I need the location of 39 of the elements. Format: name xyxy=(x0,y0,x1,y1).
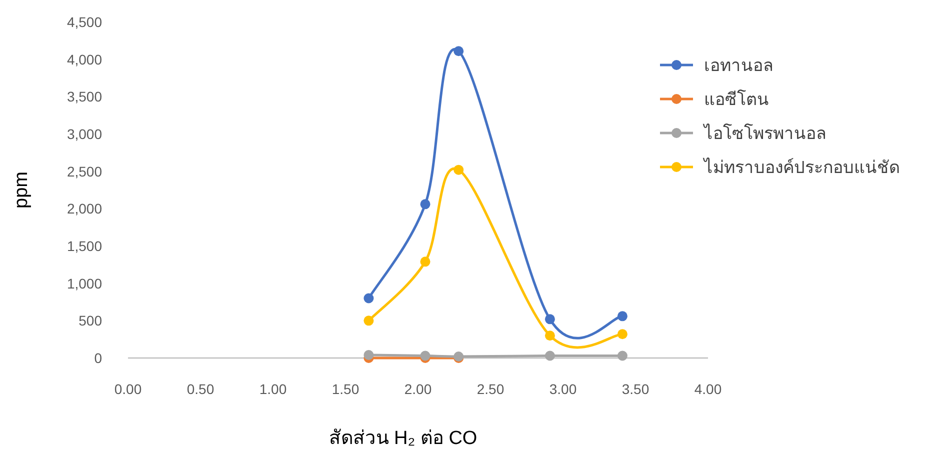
x-tick-label: 2.50 xyxy=(476,381,504,397)
y-tick-label: 2,000 xyxy=(66,200,102,217)
point xyxy=(544,314,555,324)
point xyxy=(617,350,628,361)
point xyxy=(420,256,430,267)
legend-label: เอทานอล xyxy=(704,56,773,75)
y-tick-label: 4,500 xyxy=(66,14,102,30)
x-tick-label: 0.00 xyxy=(114,381,142,397)
y-tick-label: 500 xyxy=(78,312,102,329)
x-tick-label: 3.50 xyxy=(622,381,650,397)
y-tick-label: 3,000 xyxy=(66,126,102,142)
point xyxy=(364,316,374,326)
legend-label: แอซีโตน xyxy=(704,89,769,109)
x-tick-label: 2.00 xyxy=(404,381,432,397)
x-tick-label: 1.50 xyxy=(332,381,360,397)
point xyxy=(544,330,555,341)
x-tick-label: 4.00 xyxy=(694,381,722,397)
y-tick-label: 4,000 xyxy=(66,51,102,68)
y-tick-label: 2,500 xyxy=(66,163,102,180)
x-tick-label: 0.50 xyxy=(186,381,214,397)
legend-label: ไอโซโพรพานอล xyxy=(702,123,826,143)
y-tick-label: 1,000 xyxy=(66,275,102,292)
point xyxy=(364,293,374,304)
legend-label: ไม่ทราบองค์ประกอบแน่ชัด xyxy=(702,157,900,177)
point xyxy=(617,329,628,340)
point xyxy=(544,350,555,361)
y-tick-label: 1,500 xyxy=(66,238,102,254)
x-tick-label: 1.00 xyxy=(259,381,287,397)
y-tick-label: 3,500 xyxy=(66,88,102,105)
x-tick-label: 3.00 xyxy=(549,381,577,397)
x-axis-title: สัดส่วน H₂ ต่อ CO xyxy=(328,428,478,449)
point xyxy=(420,350,430,361)
point xyxy=(420,199,430,210)
point xyxy=(364,350,374,360)
point xyxy=(454,46,464,56)
point xyxy=(454,164,464,175)
y-axis-title: ppm xyxy=(11,172,32,208)
point xyxy=(617,311,628,322)
y-tick-label: 0 xyxy=(94,350,102,366)
